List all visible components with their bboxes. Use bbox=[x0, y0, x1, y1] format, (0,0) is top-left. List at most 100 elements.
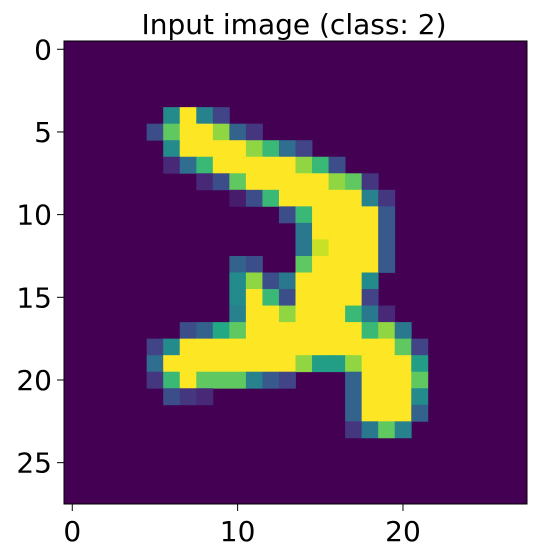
heatmap-cell bbox=[246, 322, 263, 339]
heatmap-cell bbox=[411, 388, 428, 405]
heatmap-cell bbox=[229, 173, 246, 190]
heatmap-cell bbox=[262, 339, 279, 356]
heatmap-cell bbox=[296, 157, 313, 174]
heatmap-cell bbox=[213, 372, 230, 389]
heatmap-cell bbox=[329, 206, 346, 223]
heatmap-cell bbox=[345, 355, 362, 372]
heatmap-cell bbox=[213, 157, 230, 174]
heatmap-cell bbox=[329, 157, 346, 174]
heatmap-cell bbox=[329, 322, 346, 339]
heatmap-cell bbox=[196, 140, 213, 157]
heatmap-cell bbox=[329, 289, 346, 306]
heatmap-cell bbox=[180, 372, 197, 389]
heatmap-cell bbox=[345, 289, 362, 306]
heatmap-cell bbox=[312, 306, 329, 323]
heatmap-cell bbox=[345, 421, 362, 438]
heatmap-cell bbox=[180, 355, 197, 372]
heatmap-cell bbox=[345, 190, 362, 207]
heatmap-cell bbox=[362, 173, 379, 190]
heatmap-cell bbox=[196, 107, 213, 124]
heatmap-cell bbox=[246, 124, 263, 141]
heatmap-cell bbox=[312, 339, 329, 356]
heatmap-cell bbox=[395, 339, 412, 356]
heatmap-cell bbox=[296, 173, 313, 190]
heatmap-cell bbox=[196, 388, 213, 405]
heatmap-cell bbox=[246, 289, 263, 306]
heatmap-cell bbox=[279, 157, 296, 174]
heatmap-cell bbox=[246, 173, 263, 190]
heatmap-cell bbox=[180, 388, 197, 405]
heatmap-cell bbox=[362, 190, 379, 207]
heatmap-cell bbox=[329, 355, 346, 372]
heatmap-cell bbox=[229, 322, 246, 339]
heatmap-cell bbox=[213, 339, 230, 356]
heatmap-cell bbox=[213, 124, 230, 141]
heatmap-cell bbox=[196, 372, 213, 389]
heatmap-cell bbox=[196, 157, 213, 174]
heatmap-cell bbox=[246, 273, 263, 290]
heatmap-cell bbox=[395, 322, 412, 339]
heatmap-cell bbox=[329, 273, 346, 290]
y-tick-label: 5 bbox=[34, 116, 52, 149]
heatmap-cell bbox=[378, 421, 395, 438]
heatmap-cell bbox=[362, 239, 379, 256]
x-tick-label: 10 bbox=[220, 515, 256, 548]
heatmap-cell bbox=[279, 355, 296, 372]
heatmap-cell bbox=[213, 140, 230, 157]
heatmap-cell bbox=[296, 190, 313, 207]
heatmap-cell bbox=[362, 223, 379, 240]
heatmap-cell bbox=[213, 322, 230, 339]
heatmap-cell bbox=[362, 421, 379, 438]
heatmap-cell bbox=[229, 289, 246, 306]
heatmap-cell bbox=[329, 173, 346, 190]
heatmap-cell bbox=[345, 372, 362, 389]
heatmap-cell bbox=[246, 372, 263, 389]
heatmap-cell bbox=[378, 355, 395, 372]
heatmap-cell bbox=[411, 339, 428, 356]
heatmap-cell bbox=[279, 273, 296, 290]
heatmap-cell bbox=[213, 107, 230, 124]
heatmap-cell bbox=[345, 273, 362, 290]
heatmap-cell bbox=[312, 239, 329, 256]
heatmap-cell bbox=[163, 339, 180, 356]
heatmap-cell bbox=[229, 372, 246, 389]
heatmap-cell bbox=[312, 322, 329, 339]
heatmap-cell bbox=[229, 140, 246, 157]
heatmap-cell bbox=[378, 322, 395, 339]
heatmap-cell bbox=[229, 190, 246, 207]
heatmap-cell bbox=[345, 306, 362, 323]
heatmap-cell bbox=[362, 355, 379, 372]
heatmap-cell bbox=[312, 355, 329, 372]
heatmap-cell bbox=[329, 223, 346, 240]
heatmap-cell bbox=[296, 223, 313, 240]
heatmap-cell bbox=[395, 388, 412, 405]
heatmap-cell bbox=[180, 124, 197, 141]
heatmap-cell bbox=[163, 388, 180, 405]
heatmap-cell bbox=[296, 306, 313, 323]
heatmap-cell bbox=[262, 322, 279, 339]
heatmap-cell bbox=[345, 405, 362, 422]
x-tick-label: 0 bbox=[63, 515, 81, 548]
heatmap-cell bbox=[279, 173, 296, 190]
heatmap-cell bbox=[378, 190, 395, 207]
heatmap-cell bbox=[296, 239, 313, 256]
heatmap-cell bbox=[180, 339, 197, 356]
heatmap-cell bbox=[378, 306, 395, 323]
heatmap-cell bbox=[229, 355, 246, 372]
heatmap-cell bbox=[180, 157, 197, 174]
heatmap-cell bbox=[362, 322, 379, 339]
heatmap-cell bbox=[345, 256, 362, 273]
heatmap-cell bbox=[362, 306, 379, 323]
heatmap-cell bbox=[279, 140, 296, 157]
heatmap-cell bbox=[229, 157, 246, 174]
x-tick-label: 20 bbox=[385, 515, 421, 548]
heatmap-cell bbox=[312, 157, 329, 174]
heatmap-cell bbox=[378, 223, 395, 240]
heatmap-cell bbox=[246, 339, 263, 356]
heatmap-cell bbox=[229, 273, 246, 290]
heatmap-cell bbox=[163, 140, 180, 157]
heatmap-cell bbox=[378, 239, 395, 256]
heatmap-cell bbox=[378, 339, 395, 356]
heatmap-cell bbox=[147, 372, 164, 389]
heatmap-cell bbox=[312, 190, 329, 207]
